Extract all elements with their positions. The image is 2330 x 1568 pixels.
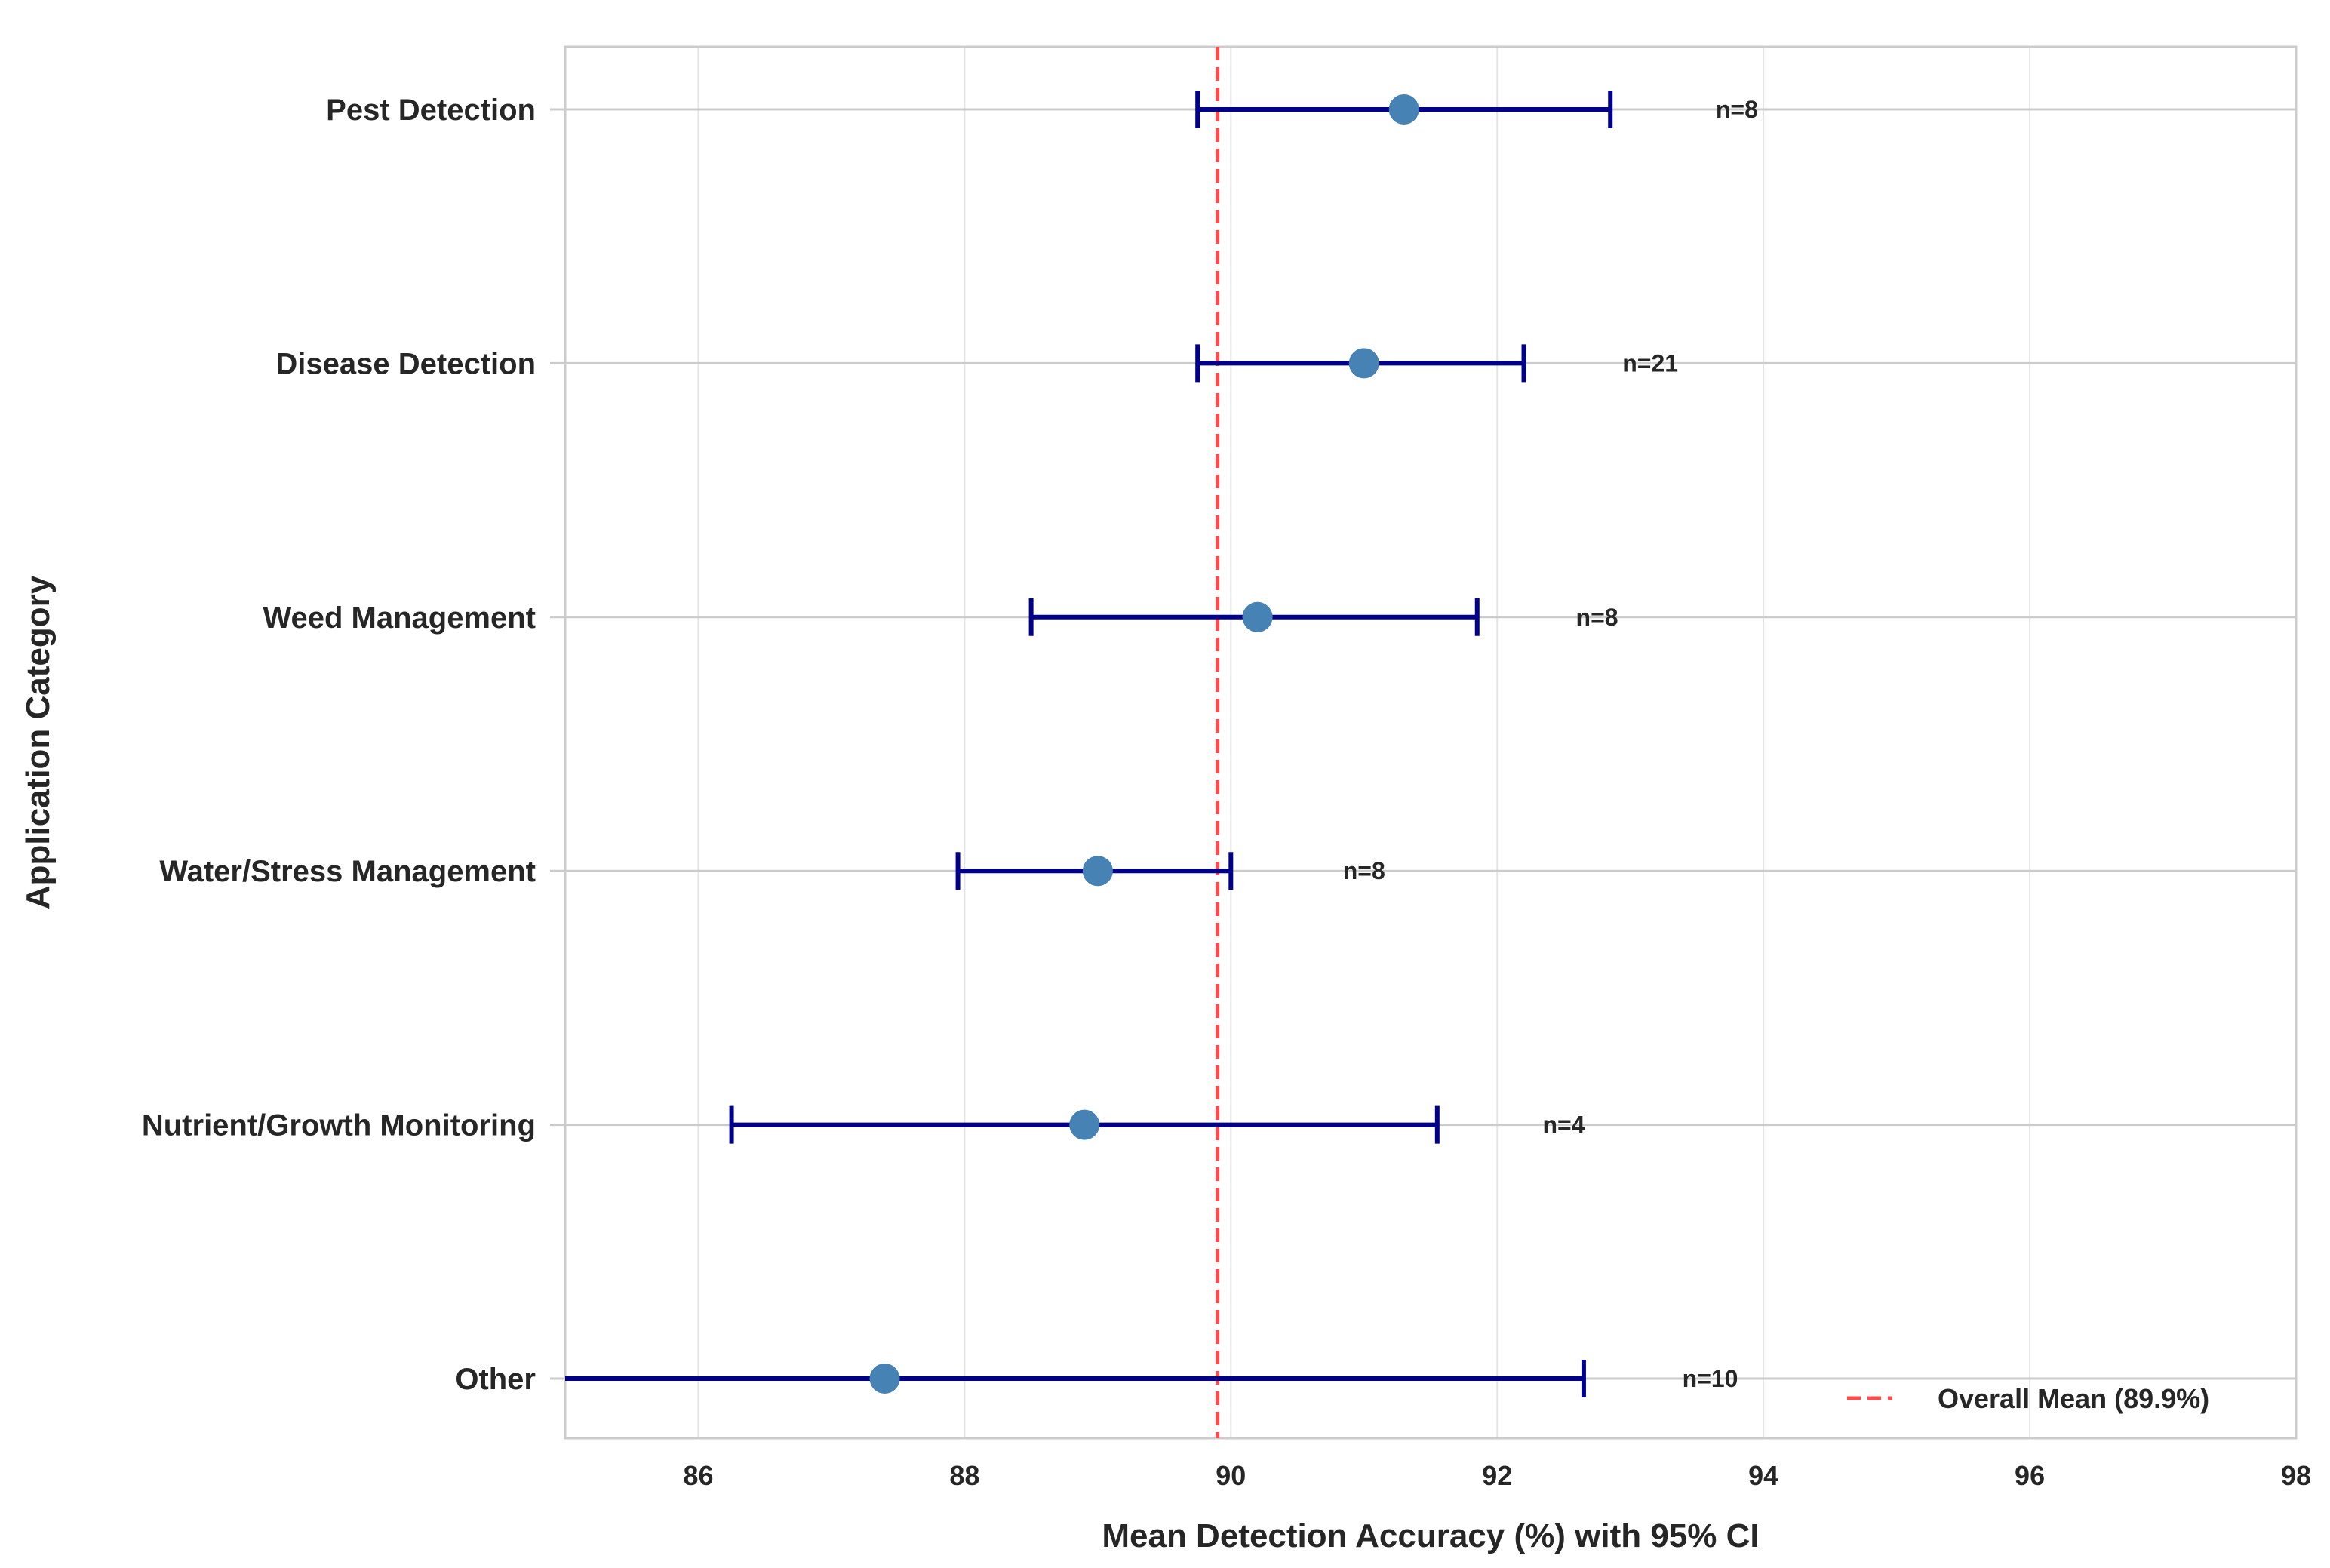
mean-point-1 bbox=[1348, 348, 1379, 379]
plot-frame bbox=[564, 45, 2298, 1440]
y-tick-label-0: Pest Detection bbox=[326, 94, 536, 127]
x-tick-label-90: 90 bbox=[1216, 1460, 1246, 1491]
mean-point-5 bbox=[869, 1364, 900, 1394]
x-tick-label-96: 96 bbox=[2015, 1460, 2045, 1491]
count-label-3: n=8 bbox=[1343, 857, 1385, 884]
x-tick-labels: 86 88 90 92 94 96 98 bbox=[683, 1460, 2311, 1491]
y-tick-label-4: Nutrient/Growth Monitoring bbox=[142, 1109, 536, 1142]
x-tick-label-98: 98 bbox=[2281, 1460, 2311, 1491]
count-label-1: n=21 bbox=[1622, 349, 1678, 377]
y-tick-label-5: Other bbox=[455, 1363, 536, 1396]
count-label-5: n=10 bbox=[1683, 1365, 1738, 1392]
y-tick-label-2: Weed Management bbox=[263, 601, 536, 635]
error-bars bbox=[565, 91, 1613, 1397]
y-axis-title: Application Category bbox=[20, 575, 57, 909]
count-label-0: n=8 bbox=[1716, 96, 1758, 123]
x-tick-label-86: 86 bbox=[683, 1460, 713, 1491]
x-tick-label-88: 88 bbox=[949, 1460, 979, 1491]
y-tick-label-3: Water/Stress Management bbox=[159, 855, 536, 888]
count-label-2: n=8 bbox=[1576, 604, 1618, 631]
mean-point-4 bbox=[1069, 1109, 1100, 1140]
mean-point-0 bbox=[1388, 94, 1419, 125]
category-lines bbox=[550, 108, 2296, 1380]
x-tick-label-94: 94 bbox=[1748, 1460, 1778, 1491]
y-tick-labels: Pest Detection Disease Detection Weed Mana… bbox=[142, 94, 536, 1396]
grid-lines bbox=[697, 47, 2297, 1438]
mean-point-2 bbox=[1242, 601, 1273, 632]
count-label-4: n=4 bbox=[1542, 1111, 1585, 1139]
legend: Overall Mean (89.9%) bbox=[1847, 1383, 2209, 1414]
x-tick-label-92: 92 bbox=[1482, 1460, 1512, 1491]
count-labels: n=8 n=21 n=8 n=8 n=4 n=10 bbox=[1343, 96, 1758, 1392]
mean-points bbox=[869, 94, 1419, 1394]
x-axis-title: Mean Detection Accuracy (%) with 95% CI bbox=[1102, 1517, 1759, 1554]
mean-point-3 bbox=[1082, 856, 1113, 887]
legend-label-overall-mean: Overall Mean (89.9%) bbox=[1938, 1383, 2209, 1414]
y-tick-label-1: Disease Detection bbox=[275, 347, 536, 380]
